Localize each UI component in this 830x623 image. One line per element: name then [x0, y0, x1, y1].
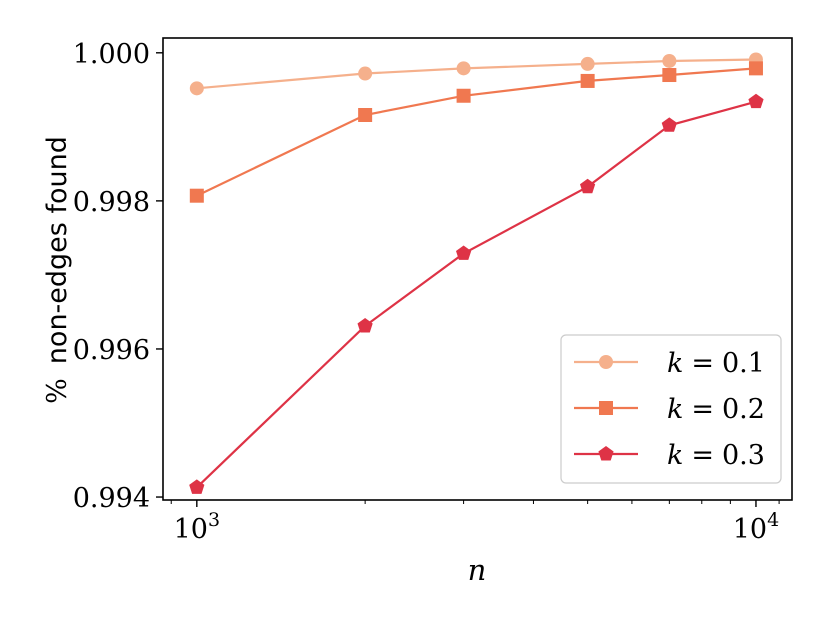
- data-point: [358, 66, 373, 81]
- x-tick-exponent: 3: [208, 509, 220, 531]
- data-point: [580, 56, 595, 71]
- legend: k = 0.1 k = 0.2 k = 0.3: [560, 334, 782, 484]
- data-point: [662, 53, 677, 68]
- data-point: [357, 318, 373, 333]
- series-3: [189, 93, 764, 494]
- plot-area: [189, 52, 764, 494]
- x-tick-label: 104: [733, 509, 779, 545]
- y-tick-label: 0.998: [73, 187, 150, 218]
- data-point: [662, 68, 677, 83]
- y-tick-label: 0.994: [73, 483, 150, 514]
- legend-marker: [599, 401, 613, 415]
- x-tick-base: 10: [733, 514, 767, 545]
- legend-label: k = 0.2: [667, 394, 765, 425]
- series-1: [189, 52, 763, 96]
- data-point: [456, 88, 471, 103]
- data-point: [456, 245, 472, 260]
- data-point: [189, 81, 204, 96]
- y-axis-label-percent: %: [42, 378, 73, 404]
- legend-entry: k = 0.2: [574, 394, 765, 425]
- legend-label: k = 0.1: [667, 348, 765, 379]
- y-axis-label-text: non-edges found: [42, 136, 73, 364]
- y-tick-label: 0.996: [73, 335, 150, 366]
- legend-entry: k = 0.1: [574, 348, 765, 379]
- series-line: [196, 67, 757, 197]
- y-tick-label: 1.000: [73, 39, 150, 70]
- x-tick-label: 103: [174, 509, 220, 545]
- y-axis-label: % non-edges found: [42, 136, 73, 404]
- series-line: [196, 100, 757, 489]
- series-2: [189, 61, 763, 203]
- legend-marker: [599, 355, 613, 369]
- legend-label: k = 0.3: [667, 440, 765, 471]
- data-point: [661, 117, 677, 132]
- data-point: [189, 188, 204, 203]
- x-axis-label: n: [468, 553, 487, 587]
- data-point: [358, 108, 373, 122]
- axes-frame: [162, 37, 793, 501]
- series-line: [196, 58, 757, 90]
- legend-entry: k = 0.3: [574, 440, 765, 471]
- x-tick-exponent: 4: [767, 509, 779, 531]
- x-tick-base: 10: [174, 514, 208, 545]
- legend-marker: [598, 446, 614, 461]
- legend-box: [560, 334, 782, 484]
- data-point: [456, 61, 471, 76]
- data-point: [748, 61, 763, 76]
- data-point: [580, 73, 595, 88]
- data-point: [580, 178, 596, 194]
- data-point: [748, 93, 764, 109]
- data-point: [189, 479, 205, 494]
